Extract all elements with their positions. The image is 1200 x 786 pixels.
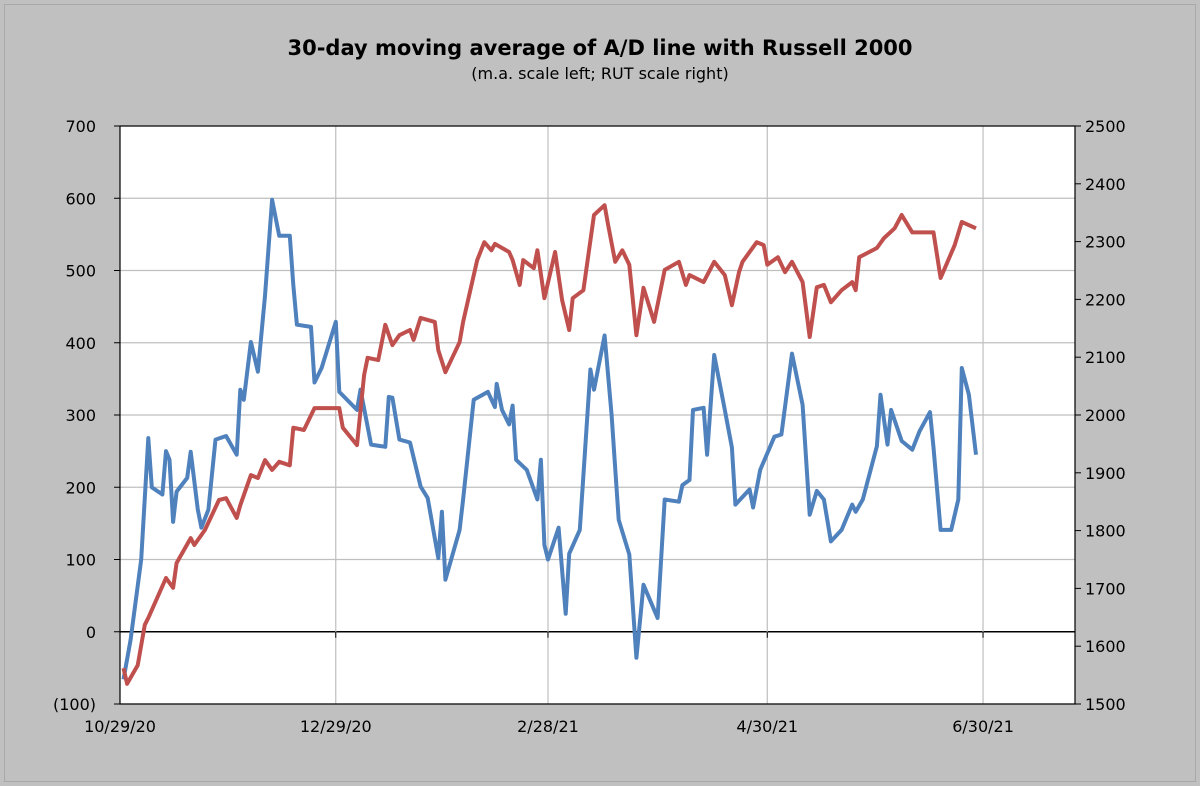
left-tick-label: (100)	[53, 695, 96, 714]
right-tick-label: 2300	[1085, 233, 1126, 252]
x-tick-label: 12/29/20	[300, 717, 372, 736]
right-tick-label: 1600	[1085, 637, 1126, 656]
x-tick-label: 10/29/20	[84, 717, 156, 736]
right-tick-label: 2100	[1085, 348, 1126, 367]
left-tick-label: 100	[65, 551, 96, 570]
chart-frame	[4, 4, 1196, 782]
chart-title: 30-day moving average of A/D line with R…	[287, 36, 913, 60]
left-tick-label: 400	[65, 334, 96, 353]
right-tick-label: 1800	[1085, 522, 1126, 541]
left-tick-label: 500	[65, 262, 96, 281]
right-tick-label: 1900	[1085, 464, 1126, 483]
plot-border	[119, 125, 1076, 705]
right-tick-label: 2500	[1085, 117, 1126, 136]
left-tick-label: 0	[86, 623, 96, 642]
right-tick-label: 2200	[1085, 290, 1126, 309]
left-tick-label: 700	[65, 117, 96, 136]
left-tick-label: 200	[65, 478, 96, 497]
rut-line	[121, 203, 977, 686]
x-tick-label: 4/30/21	[736, 717, 798, 736]
chart-subtitle: (m.a. scale left; RUT scale right)	[471, 64, 729, 83]
left-tick-label: 300	[65, 406, 96, 425]
right-tick-label: 1500	[1085, 695, 1126, 714]
ad-ma-line	[121, 197, 978, 680]
right-tick-label: 2000	[1085, 406, 1126, 425]
right-tick-label: 1700	[1085, 579, 1126, 598]
x-tick-label: 6/30/21	[952, 717, 1014, 736]
x-tick-label: 2/28/21	[517, 717, 579, 736]
right-tick-label: 2400	[1085, 175, 1126, 194]
left-tick-label: 600	[65, 189, 96, 208]
